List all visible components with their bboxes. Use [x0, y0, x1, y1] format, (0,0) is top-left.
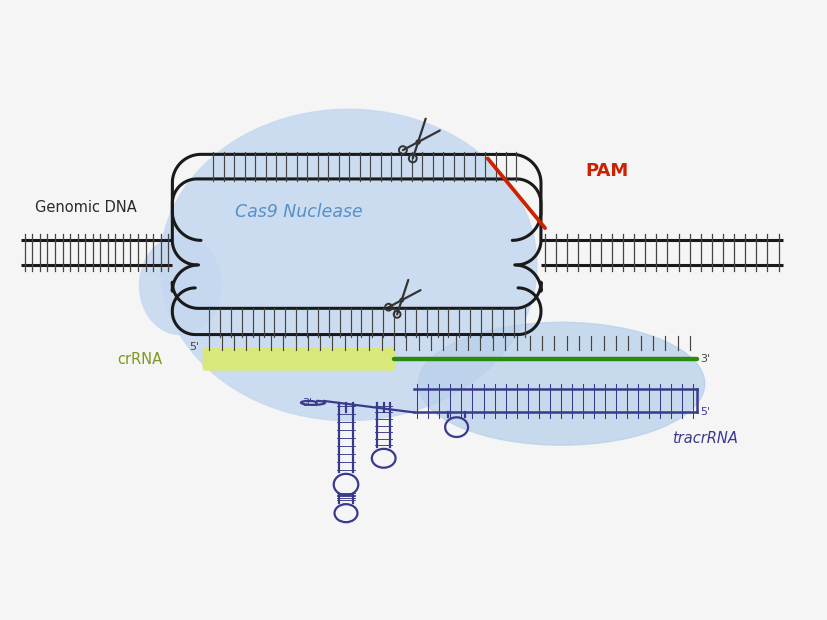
Circle shape: [416, 140, 419, 144]
Text: Genomic DNA: Genomic DNA: [36, 200, 137, 215]
Text: tracrRNA: tracrRNA: [671, 431, 737, 446]
FancyBboxPatch shape: [203, 348, 395, 371]
Ellipse shape: [140, 236, 221, 335]
Text: 3': 3': [302, 397, 312, 407]
Text: Cas9 Nuclease: Cas9 Nuclease: [235, 203, 363, 221]
Text: crRNA: crRNA: [117, 352, 162, 366]
Text: 5': 5': [699, 407, 709, 417]
Text: 3': 3': [699, 354, 709, 364]
Ellipse shape: [160, 109, 536, 420]
Text: PAM: PAM: [584, 162, 628, 180]
Text: 5': 5': [189, 342, 199, 352]
Ellipse shape: [418, 322, 704, 445]
Circle shape: [399, 298, 403, 302]
